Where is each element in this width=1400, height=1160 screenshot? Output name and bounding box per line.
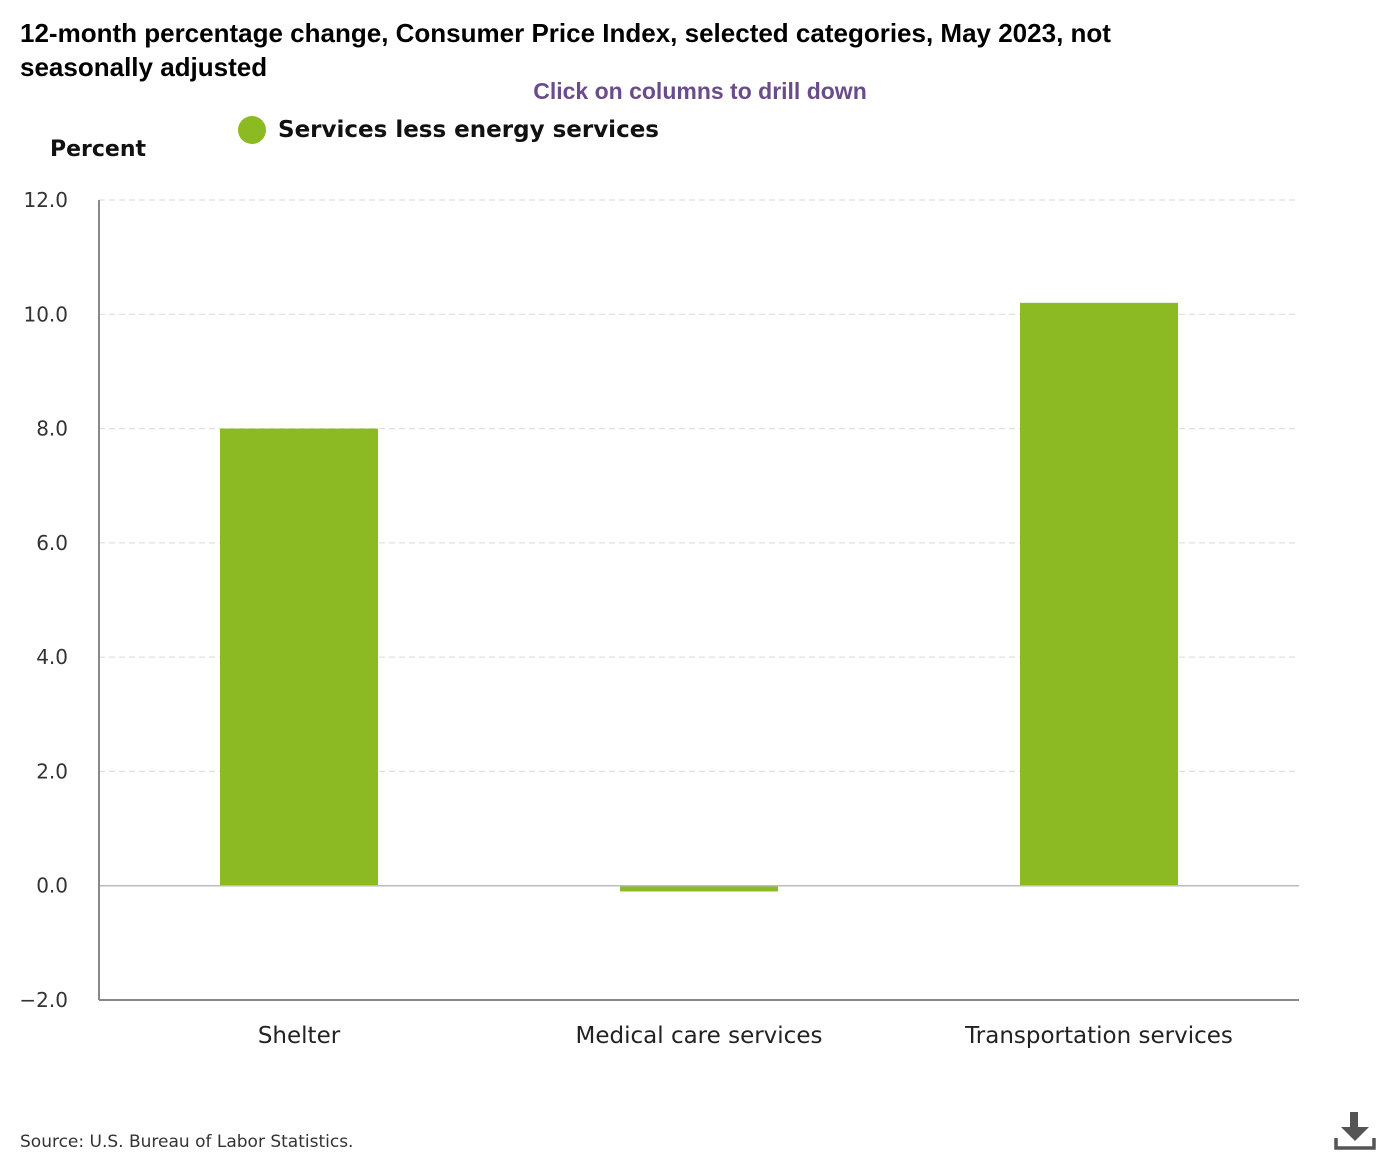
y-tick-label: 4.0 (36, 645, 68, 669)
y-tick-label: 0.0 (36, 874, 68, 898)
x-axis-labels: Shelter Medical care services Transportati… (258, 1023, 1233, 1049)
drill-down-hint: Click on columns to drill down (533, 78, 867, 104)
y-tick-label: 8.0 (36, 417, 68, 441)
y-tick-label: 2.0 (36, 759, 68, 783)
download-icon (1334, 1112, 1376, 1150)
chart-title: 12-month percentage change, Consumer Pri… (20, 18, 1111, 82)
y-tick-label: 6.0 (36, 531, 68, 555)
download-button[interactable] (1332, 1108, 1378, 1154)
y-tick-label: 10.0 (23, 302, 68, 326)
legend-label: Services less energy services (278, 117, 659, 143)
y-axis-ticks: −2.0 0.0 2.0 4.0 6.0 8.0 10.0 12.0 (19, 188, 68, 1012)
x-category-label: Shelter (258, 1023, 341, 1049)
source-note: Source: U.S. Bureau of Labor Statistics. (20, 1132, 354, 1152)
axes (98, 200, 1299, 1001)
y-tick-label: 12.0 (23, 188, 68, 212)
x-category-label: Transportation services (964, 1023, 1233, 1049)
bar-medical-care-services[interactable] (620, 885, 778, 892)
bars (220, 302, 1178, 892)
bar-shelter[interactable] (220, 428, 378, 886)
y-axis-title: Percent (50, 137, 147, 162)
bar-transportation-services[interactable] (1020, 302, 1178, 886)
x-category-label: Medical care services (576, 1023, 823, 1049)
y-tick-label: −2.0 (19, 988, 68, 1012)
legend-swatch (238, 116, 266, 144)
legend-item[interactable]: Services less energy services (238, 114, 659, 146)
